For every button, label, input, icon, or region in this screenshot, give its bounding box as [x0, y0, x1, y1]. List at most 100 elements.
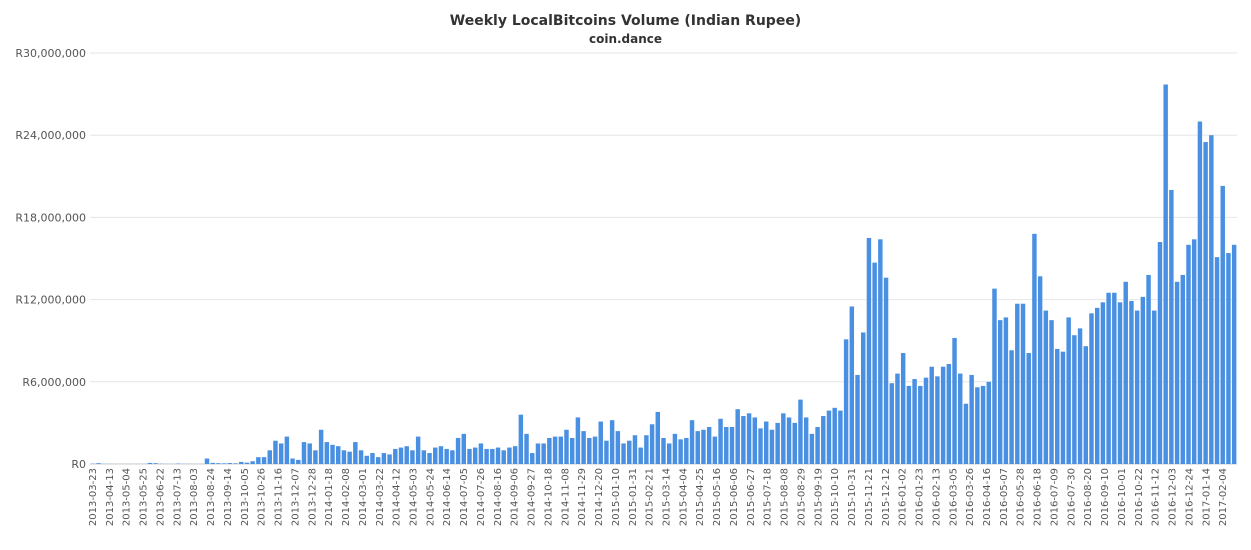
bar[interactable]: [906, 385, 912, 464]
bar[interactable]: [809, 433, 815, 464]
bar[interactable]: [592, 436, 598, 464]
bar[interactable]: [1169, 190, 1174, 464]
bar[interactable]: [324, 442, 330, 464]
bar[interactable]: [1020, 303, 1026, 464]
bar[interactable]: [1089, 313, 1094, 464]
bar[interactable]: [433, 447, 438, 464]
bar[interactable]: [227, 463, 233, 464]
bar[interactable]: [940, 366, 946, 464]
bar[interactable]: [775, 422, 780, 464]
bar[interactable]: [381, 453, 387, 464]
bar[interactable]: [1163, 84, 1168, 464]
bar[interactable]: [1152, 310, 1157, 464]
bar[interactable]: [695, 431, 700, 464]
bar[interactable]: [398, 447, 404, 464]
bar[interactable]: [581, 431, 586, 464]
bar[interactable]: [1066, 317, 1071, 464]
bar[interactable]: [803, 417, 809, 464]
bar[interactable]: [1077, 328, 1083, 464]
bar[interactable]: [267, 450, 272, 464]
bar[interactable]: [649, 424, 655, 464]
bar[interactable]: [1094, 307, 1100, 464]
bar[interactable]: [706, 427, 712, 464]
bar[interactable]: [301, 442, 307, 464]
bar[interactable]: [1100, 302, 1106, 464]
bar[interactable]: [1174, 281, 1180, 464]
bar[interactable]: [233, 463, 238, 464]
bar[interactable]: [666, 443, 672, 464]
bar[interactable]: [296, 459, 301, 464]
bar[interactable]: [278, 443, 284, 464]
bar[interactable]: [415, 436, 421, 464]
bar[interactable]: [512, 446, 518, 464]
bar[interactable]: [1106, 292, 1111, 464]
bar[interactable]: [1117, 302, 1123, 464]
bar[interactable]: [541, 443, 546, 464]
bar[interactable]: [861, 332, 866, 464]
bar[interactable]: [1146, 274, 1151, 464]
bar[interactable]: [330, 444, 335, 464]
bar[interactable]: [1157, 242, 1163, 464]
bar[interactable]: [604, 440, 609, 464]
bar[interactable]: [313, 450, 318, 464]
bar[interactable]: [826, 410, 832, 464]
bar[interactable]: [547, 437, 552, 464]
bar[interactable]: [883, 277, 889, 464]
bar[interactable]: [900, 353, 906, 464]
bar[interactable]: [370, 453, 375, 464]
bar[interactable]: [918, 385, 923, 464]
bar[interactable]: [655, 411, 661, 464]
bar[interactable]: [273, 440, 278, 464]
bar[interactable]: [410, 450, 415, 464]
bar[interactable]: [992, 288, 997, 464]
bar[interactable]: [1129, 300, 1134, 464]
bar[interactable]: [969, 374, 974, 464]
bar[interactable]: [507, 447, 512, 464]
bar[interactable]: [290, 458, 295, 464]
bar[interactable]: [724, 427, 729, 464]
bar[interactable]: [786, 417, 792, 464]
bar[interactable]: [558, 436, 564, 464]
bar[interactable]: [815, 427, 820, 464]
bar[interactable]: [781, 413, 786, 464]
bar[interactable]: [1231, 244, 1237, 464]
bar[interactable]: [929, 366, 934, 464]
bar[interactable]: [843, 339, 849, 464]
bar[interactable]: [1072, 335, 1077, 464]
bar[interactable]: [1209, 135, 1214, 464]
bar[interactable]: [701, 429, 706, 464]
bar[interactable]: [221, 463, 227, 464]
bar[interactable]: [935, 376, 940, 464]
bar[interactable]: [564, 429, 569, 464]
bar[interactable]: [1123, 281, 1128, 464]
bar[interactable]: [849, 306, 855, 464]
bar[interactable]: [684, 437, 689, 464]
bar[interactable]: [889, 383, 894, 464]
bar[interactable]: [364, 455, 369, 464]
bar[interactable]: [318, 429, 324, 464]
bar[interactable]: [729, 427, 735, 464]
bar[interactable]: [621, 443, 626, 464]
bar[interactable]: [427, 453, 432, 464]
bar[interactable]: [672, 433, 678, 464]
bar[interactable]: [244, 462, 250, 464]
bar[interactable]: [963, 403, 969, 464]
bar[interactable]: [1140, 296, 1146, 464]
bar[interactable]: [878, 239, 883, 464]
bar[interactable]: [746, 413, 752, 464]
bar[interactable]: [307, 443, 312, 464]
bar[interactable]: [1009, 350, 1014, 464]
bar[interactable]: [569, 437, 575, 464]
bar[interactable]: [975, 387, 980, 464]
bar[interactable]: [1186, 244, 1191, 464]
bar[interactable]: [461, 433, 466, 464]
bar[interactable]: [444, 448, 449, 464]
bar[interactable]: [632, 435, 638, 464]
bar[interactable]: [763, 421, 769, 464]
bar[interactable]: [627, 440, 632, 464]
bar[interactable]: [1226, 253, 1231, 464]
bar[interactable]: [752, 417, 758, 464]
bar[interactable]: [1083, 346, 1089, 464]
bar[interactable]: [484, 448, 489, 464]
bar[interactable]: [256, 457, 261, 464]
